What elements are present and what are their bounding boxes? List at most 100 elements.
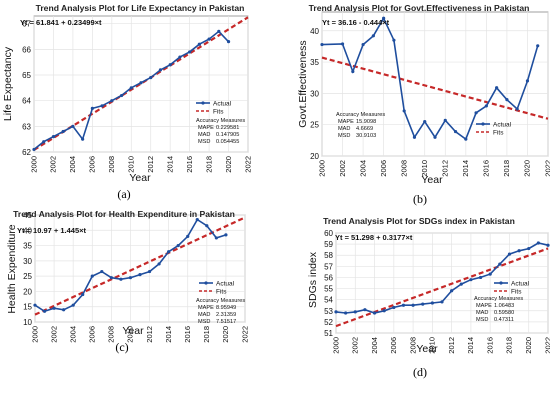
actual-point	[51, 135, 56, 139]
actual-point	[33, 303, 37, 307]
y-tick-label: 59	[324, 240, 333, 249]
accuracy-metric-value: 15.9098	[356, 119, 376, 125]
legend-fits-label: Fits	[213, 109, 224, 116]
accuracy-metric-value: 0.47311	[494, 317, 514, 323]
x-tick-label: 2020	[221, 326, 230, 343]
x-tick-label: 2012	[441, 160, 450, 177]
accuracy-metric-name: MAPE	[198, 125, 214, 131]
x-tick-label: 2016	[482, 160, 491, 177]
legend-fits-label: Fits	[511, 289, 522, 296]
x-tick-label: 2018	[505, 337, 514, 354]
x-tick-label: 2012	[146, 156, 155, 173]
actual-point	[62, 308, 66, 312]
actual-point	[469, 278, 473, 282]
x-tick-label: 2000	[29, 156, 38, 173]
y-tick-label: 62	[22, 148, 31, 157]
actual-point	[411, 303, 415, 307]
x-tick-label: 2012	[447, 337, 456, 354]
x-tick-label: 2000	[30, 326, 39, 343]
x-tick-label: 2002	[338, 160, 347, 177]
actual-point	[382, 309, 386, 313]
actual-point	[351, 69, 355, 74]
plot-frame	[335, 232, 549, 334]
actual-point	[178, 55, 182, 59]
accuracy-title: Accuracy Measures	[196, 298, 245, 304]
y-tick-label: 54	[324, 296, 333, 305]
actual-point	[109, 276, 113, 280]
actual-point	[507, 252, 512, 256]
x-tick-label: 2018	[502, 160, 511, 177]
actual-point	[138, 273, 142, 277]
chart-title: Trend Analysis Plot for SDGs index in Pa…	[323, 216, 515, 226]
actual-point	[139, 81, 143, 85]
chart-panel-d: 51 52 53 54 55 56 57 58 59 60 2000 2002 2004 2006 2008…	[307, 216, 550, 379]
actual-point	[371, 34, 375, 38]
actual-point	[392, 38, 396, 42]
actual-point	[52, 306, 56, 310]
y-tick-label: 58	[324, 251, 333, 260]
actual-point	[450, 289, 454, 293]
actual-point	[71, 124, 75, 128]
x-tick-label: 2018	[204, 156, 213, 173]
accuracy-metric-value: 4.6669	[356, 126, 373, 132]
actual-point	[440, 300, 444, 304]
y-tick-label: 60	[324, 229, 333, 238]
x-tick-label: 2022	[243, 156, 252, 173]
x-tick-label: 2020	[523, 160, 532, 177]
accuracy-metric-name: MSD	[338, 133, 350, 139]
x-tick-label: 2010	[420, 160, 429, 177]
accuracy-metric-name: MSD	[476, 317, 488, 323]
fits-line	[335, 247, 549, 328]
actual-point	[433, 135, 437, 139]
actual-point	[361, 42, 365, 47]
x-tick-label: 2008	[399, 160, 408, 177]
chart-title: Trend Analysis Plot for Health Expenditu…	[13, 209, 235, 219]
actual-point	[334, 310, 338, 314]
actual-point	[149, 75, 153, 80]
x-tick-label: 2016	[485, 337, 494, 354]
actual-point	[217, 29, 221, 33]
accuracy-metric-value: 30.9103	[356, 133, 376, 139]
y-tick-label: 35	[310, 58, 319, 67]
actual-point	[147, 269, 152, 274]
legend-fits-label: Fits	[493, 130, 504, 137]
y-tick-label: 45	[23, 211, 32, 220]
trend-equation: Yt = 10.97 + 1.445×t	[17, 226, 87, 235]
x-tick-label: 2016	[183, 326, 192, 343]
y-tick-label: 40	[23, 226, 32, 235]
x-tick-label: 2020	[524, 337, 533, 354]
x-tick-label: 2004	[370, 337, 379, 354]
legend-actual-marker	[201, 101, 205, 105]
x-tick-label: 2010	[127, 156, 136, 173]
y-tick-label: 67	[22, 20, 31, 29]
actual-point	[195, 217, 199, 222]
x-tick-label: 2004	[68, 326, 77, 343]
actual-point	[546, 243, 550, 247]
x-tick-label: 2002	[49, 156, 58, 173]
y-tick-label: 20	[23, 287, 32, 296]
actual-point	[81, 292, 85, 297]
x-axis-label: Year	[129, 172, 151, 184]
x-tick-label: 2008	[107, 156, 116, 173]
x-tick-label: 2006	[379, 160, 388, 177]
accuracy-metric-value: 0.054455	[216, 139, 239, 145]
y-tick-label: 66	[22, 45, 31, 54]
x-axis-label: Year	[122, 325, 144, 337]
panel-caption: (a)	[117, 187, 130, 201]
legend-actual-label: Actual	[511, 281, 530, 288]
legend-fits-label: Fits	[216, 289, 227, 296]
actual-point	[188, 50, 192, 54]
x-tick-label: 2002	[49, 326, 58, 343]
x-tick-label: 2014	[164, 326, 173, 343]
accuracy-metric-value: 0.147905	[216, 132, 239, 138]
actual-point	[119, 93, 124, 98]
actual-point	[226, 40, 231, 44]
x-tick-label: 2022	[240, 326, 249, 343]
actual-point	[61, 129, 65, 134]
x-tick-label: 2008	[408, 337, 417, 354]
actual-point	[430, 301, 434, 305]
y-tick-label: 51	[324, 329, 333, 338]
